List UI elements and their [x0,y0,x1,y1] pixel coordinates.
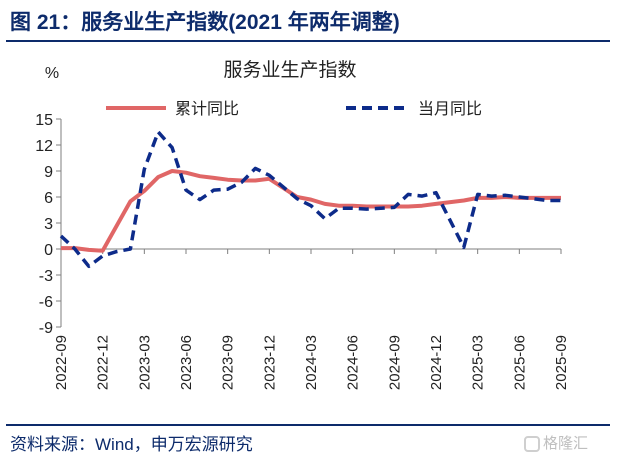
watermark-text: 格隆汇 [543,435,589,452]
x-tick-label: 2022-12 [95,335,112,390]
x-tick-label: 2024-09 [386,335,403,390]
y-tick-label: -6 [39,294,53,311]
x-tick-label: 2024-12 [428,335,445,390]
series-line-cumulative [61,169,561,253]
y-tick-label: 6 [44,190,53,207]
y-tick-label: 0 [44,242,53,259]
y-axis-unit: % [45,65,59,82]
series-layer [59,130,561,269]
x-tick-label: 2023-12 [261,335,278,390]
figure-title: 图 21：服务业生产指数(2021 年两年调整) [10,11,400,34]
source-rule [6,424,610,426]
series-line-monthly [59,130,561,269]
source-note: 资料来源：Wind，申万宏源研究 [10,435,253,454]
y-tick-label: -9 [39,320,53,337]
x-tick-label: 2022-09 [53,335,70,390]
watermark-logo-icon [524,436,540,453]
x-tick-label: 2024-06 [345,335,362,390]
y-tick-label: 3 [44,216,53,233]
watermark: 格隆汇 [524,432,588,453]
chart-title: 服务业生产指数 [223,59,356,81]
legend-label-cumulative: 累计同比 [175,100,239,118]
x-tick-label: 2023-03 [136,335,153,390]
x-tick-label: 2023-09 [220,335,237,390]
chart: 服务业生产指数 % 累计同比 当月同比 15 12 9 6 3 0 -3 -6 -92022-0… [35,59,570,390]
legend-label-monthly: 当月同比 [418,100,482,118]
x-tick-label: 2025-06 [511,335,528,390]
title-rule [6,40,610,42]
y-tick-label: -3 [39,268,53,285]
y-tick-label: 12 [35,138,53,155]
y-tick-label: 15 [35,112,53,129]
x-tick-label: 2025-03 [470,335,487,390]
x-tick-label: 2023-06 [178,335,195,390]
legend: 累计同比 当月同比 [106,100,482,118]
x-tick-label: 2025-09 [553,335,570,390]
y-tick-label: 9 [44,164,53,181]
x-tick-label: 2024-03 [303,335,320,390]
